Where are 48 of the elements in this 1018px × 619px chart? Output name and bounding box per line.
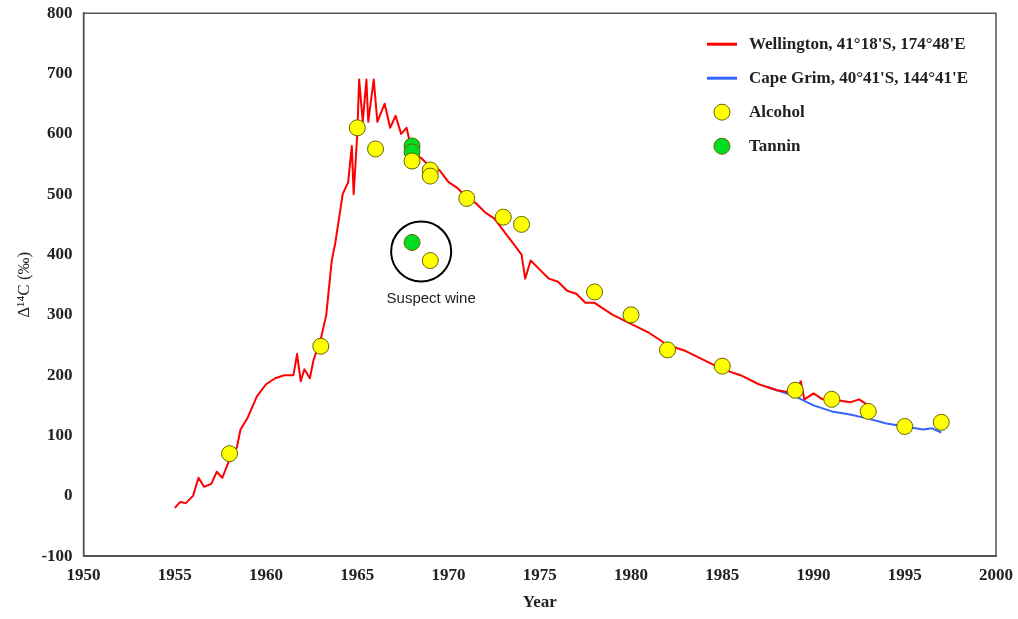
legend-label: Wellington, 41°18'S, 174°48'E (748, 33, 966, 53)
y-tick-label: 300 (47, 304, 73, 324)
legend-label: Cape Grim, 40°41'S, 144°41'E (748, 67, 969, 87)
y-tick-label: 600 (47, 123, 73, 143)
point (513, 215, 531, 233)
x-tick-label: 1980 (614, 564, 649, 584)
point (713, 357, 731, 375)
x-tick-label: 2000 (979, 564, 1013, 584)
point (348, 119, 366, 137)
y-tick-label: 0 (64, 485, 73, 505)
point (659, 341, 677, 359)
annotation: Suspect wine (386, 289, 476, 307)
legend-label: Tannin (748, 135, 801, 155)
point (403, 233, 421, 251)
point (622, 306, 640, 324)
point (586, 283, 604, 301)
x-tick-label: 1960 (249, 564, 284, 584)
x-tick-label: 1990 (796, 564, 831, 584)
y-tick-label: -100 (41, 545, 73, 565)
point (421, 252, 439, 270)
x-tick-label: 1970 (431, 564, 466, 584)
x-axis-title: Year (522, 592, 558, 612)
x-tick-label: 1995 (887, 564, 922, 584)
point (367, 140, 385, 158)
x-tick-label: 1955 (157, 564, 192, 584)
point (823, 390, 841, 408)
point (312, 337, 330, 355)
point (859, 402, 877, 420)
y-tick-label: 100 (47, 424, 73, 444)
point (221, 445, 239, 463)
point (896, 417, 914, 435)
y-tick-label: 700 (47, 62, 73, 82)
y-tick-label: 500 (47, 183, 73, 203)
legend-label: Alcohol (748, 101, 805, 121)
point (458, 189, 476, 207)
point (421, 167, 439, 185)
y-tick-label: 800 (47, 2, 73, 22)
point (403, 152, 421, 170)
x-tick-label: 1950 (66, 564, 101, 584)
y-axis-title: Δ¹⁴C (‰) (13, 251, 33, 318)
point (786, 381, 804, 399)
y-tick-label: 200 (47, 364, 73, 384)
y-tick-label: 400 (47, 243, 73, 263)
point (494, 208, 512, 226)
x-tick-label: 1965 (340, 564, 375, 584)
point (932, 413, 950, 431)
x-tick-label: 1975 (522, 564, 557, 584)
x-tick-label: 1985 (705, 564, 740, 584)
